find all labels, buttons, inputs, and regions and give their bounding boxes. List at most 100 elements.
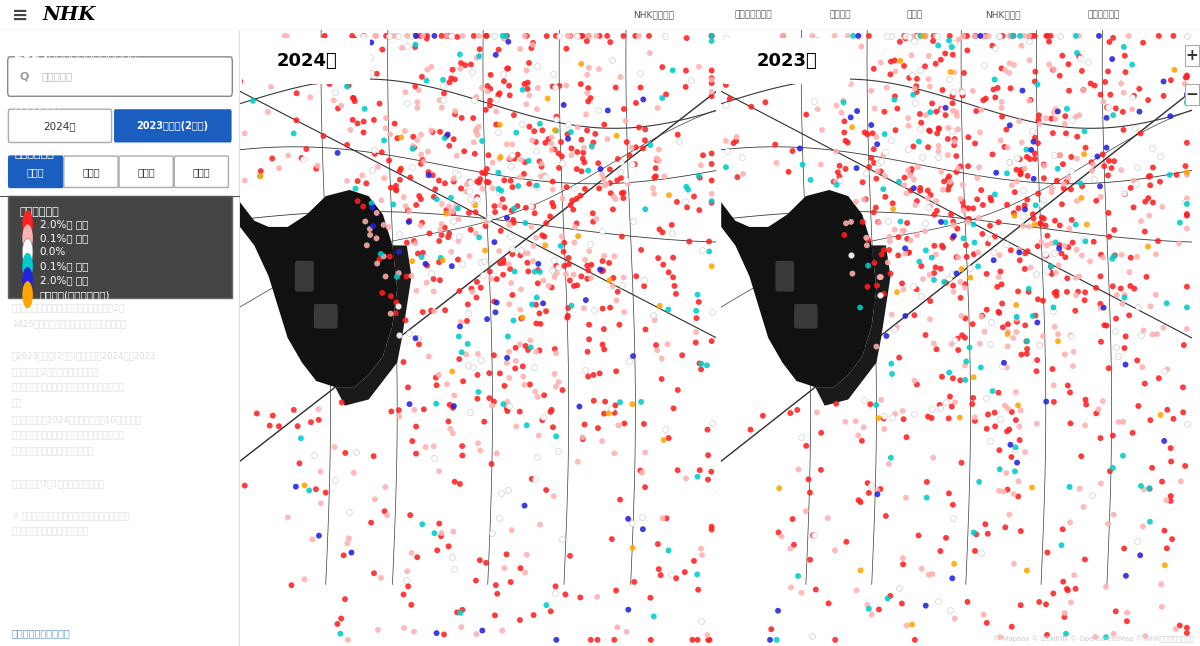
Point (938, 150, 958, 160)
Point (926, 344, 946, 355)
Point (403, 143, 422, 154)
Point (578, 83, 598, 93)
Point (553, 385, 572, 395)
Point (983, 386, 1002, 396)
Point (943, 499, 962, 510)
Point (1091, 478, 1110, 488)
Point (451, 608, 470, 618)
Point (498, 406, 517, 416)
Point (1037, 630, 1056, 640)
Point (473, 625, 492, 636)
Point (425, 31, 444, 41)
Point (932, 85, 952, 95)
Point (1142, 463, 1162, 473)
Point (1020, 221, 1039, 231)
Point (940, 74, 959, 84)
Point (1069, 31, 1088, 41)
Point (1063, 361, 1082, 371)
Point (452, 441, 472, 451)
Point (1057, 103, 1076, 114)
Point (1064, 570, 1084, 580)
Point (1105, 326, 1124, 336)
Point (438, 232, 457, 242)
Point (404, 236, 424, 246)
Point (1108, 351, 1127, 361)
Point (421, 62, 440, 72)
Point (782, 146, 802, 156)
Point (625, 31, 644, 41)
Point (871, 395, 890, 405)
Point (830, 161, 850, 171)
Point (397, 271, 416, 282)
Point (959, 132, 978, 142)
Point (1046, 104, 1066, 114)
Point (1050, 240, 1069, 250)
Point (646, 163, 665, 173)
Point (331, 613, 350, 623)
Point (402, 599, 421, 610)
Point (1003, 31, 1022, 41)
Point (277, 31, 296, 41)
Point (571, 79, 590, 89)
Point (938, 134, 958, 144)
Point (797, 441, 816, 451)
Point (545, 144, 564, 154)
Point (1177, 628, 1196, 638)
Point (247, 408, 266, 419)
Point (526, 386, 545, 397)
Point (842, 122, 862, 132)
Point (881, 269, 900, 279)
Point (1069, 51, 1088, 61)
Point (931, 264, 950, 274)
Point (1127, 536, 1146, 547)
Point (617, 137, 636, 147)
Point (617, 627, 636, 637)
Point (287, 88, 306, 98)
Point (788, 571, 808, 581)
Point (864, 64, 883, 74)
Point (366, 31, 385, 41)
Point (940, 36, 959, 46)
Point (968, 247, 988, 257)
Point (360, 224, 379, 234)
Point (577, 88, 596, 98)
Point (344, 468, 364, 478)
Point (554, 261, 574, 271)
Point (420, 228, 439, 238)
Point (881, 236, 900, 247)
Point (524, 126, 544, 136)
Point (485, 201, 504, 211)
Point (1039, 59, 1058, 70)
Point (576, 295, 595, 306)
Point (910, 136, 929, 147)
Point (938, 185, 958, 195)
Point (488, 184, 508, 194)
Point (556, 589, 575, 599)
Point (689, 297, 708, 307)
Point (539, 280, 558, 291)
Point (538, 31, 557, 41)
Point (966, 138, 985, 149)
Point (995, 141, 1014, 152)
Point (875, 107, 894, 117)
Point (502, 525, 521, 536)
Point (1124, 123, 1144, 134)
Point (952, 194, 971, 204)
Point (578, 371, 598, 382)
Point (409, 191, 428, 201)
Point (857, 240, 876, 251)
Point (702, 466, 721, 477)
Point (379, 31, 398, 41)
Point (580, 246, 599, 256)
Point (894, 61, 913, 71)
Point (955, 313, 974, 324)
Point (527, 346, 546, 357)
Point (631, 465, 650, 475)
Point (1067, 290, 1086, 300)
Point (973, 95, 992, 105)
Point (908, 162, 928, 172)
Point (362, 202, 382, 213)
Point (497, 139, 516, 149)
Point (688, 289, 707, 300)
Point (1010, 255, 1030, 266)
